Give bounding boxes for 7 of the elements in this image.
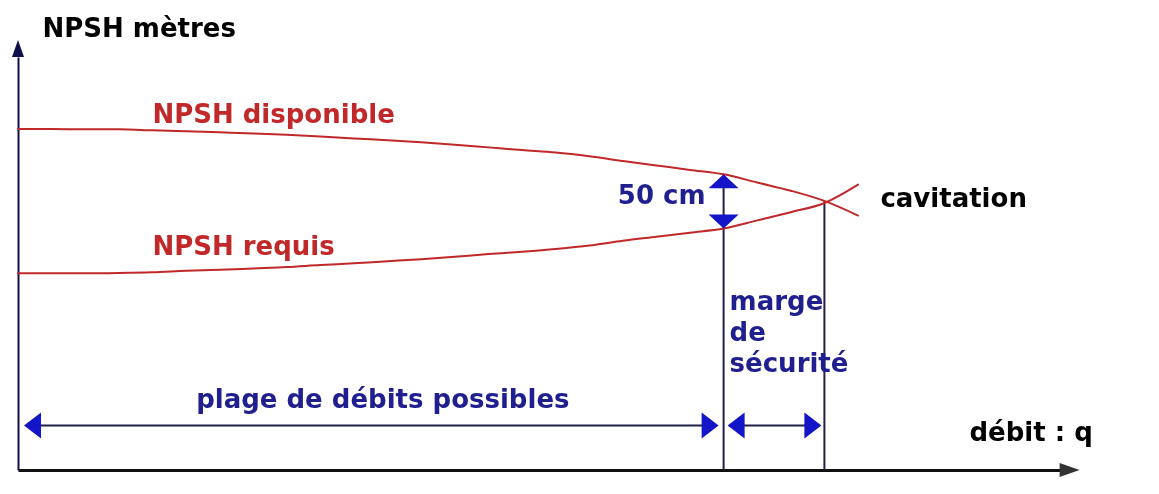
series-label: NPSH disponible (152, 99, 395, 130)
annotation: 50 cm (617, 180, 706, 211)
series-label: NPSH requis (152, 231, 335, 262)
annotation: plage de débits possibles (196, 384, 570, 414)
x-axis-title: débit : q (969, 416, 1093, 447)
annotation: cavitation (880, 182, 1027, 213)
y-axis-title: NPSH mètres (42, 12, 236, 43)
